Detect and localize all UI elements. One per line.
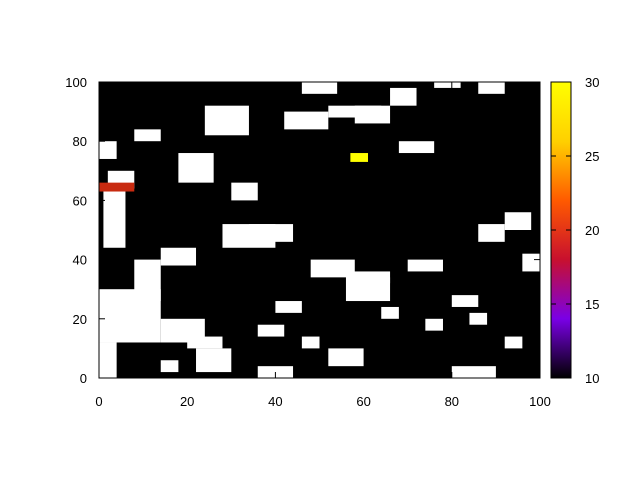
heatmap-cell-white-patch <box>478 224 505 242</box>
heatmap-cell-white-patch <box>504 336 523 349</box>
heatmap-cell-hot-spot-orange <box>99 182 135 192</box>
y-tick-label: 0 <box>80 371 87 386</box>
heatmap-cell-white-patch <box>522 253 540 272</box>
heatmap-cell-white-patch <box>301 336 320 349</box>
heatmap-cell-white-patch <box>328 348 364 367</box>
colorbar-tick-label: 10 <box>585 371 599 386</box>
heatmap-cell-white-patch <box>134 259 161 302</box>
heatmap-cell-white-patch <box>345 271 391 302</box>
heatmap-cell-white-patch <box>390 87 417 106</box>
heatmap-cell-white-patch <box>407 259 443 272</box>
heatmap-cell-white-patch <box>257 324 285 337</box>
heatmap-cell-white-patch <box>275 301 302 313</box>
x-tick-label: 40 <box>268 394 282 409</box>
x-tick-label: 60 <box>356 394 370 409</box>
heatmap-cell-white-patch <box>363 277 391 284</box>
x-tick-label: 0 <box>95 394 102 409</box>
y-tick-label: 40 <box>73 253 87 268</box>
colorbar: 10 15 20 25 30 <box>550 75 599 386</box>
heatmap-cell-white-patch <box>187 336 223 349</box>
y-axis: 0 20 40 60 80 100 <box>65 75 540 386</box>
heatmap-cell-white-patch <box>310 259 355 278</box>
heatmap-cell-white-patch <box>451 295 479 307</box>
x-tick-label: 80 <box>445 394 459 409</box>
plot-frame <box>98 81 541 379</box>
heatmap-cell-white-patch <box>301 82 338 94</box>
heatmap-cell-white-patch <box>103 188 126 248</box>
x-axis: 0 20 40 60 80 100 <box>95 82 551 409</box>
heatmap-cell-white-patch <box>398 141 435 154</box>
y-tick-label: 20 <box>73 312 87 327</box>
heatmap-cell-hot-spot-yellow <box>350 153 369 162</box>
y-tick-label: 100 <box>65 75 87 90</box>
heatmap-cell-white-patch <box>160 247 197 266</box>
heatmap-cell-white-patch <box>178 153 214 183</box>
heatmap-cell-white-patch <box>196 348 232 373</box>
x-tick-label: 100 <box>529 394 551 409</box>
heatmap-cell-white-patch <box>354 105 391 124</box>
heatmap-cell-white-patch <box>451 366 496 378</box>
heatmap-cell-white-patch <box>160 360 179 373</box>
heatmap-cell-white-patch <box>99 342 117 378</box>
colorbar-tick-label: 30 <box>585 75 599 90</box>
heatmap-cell-white-patch <box>284 111 329 130</box>
heatmap-cell-white-patch <box>134 129 161 142</box>
heatmap-cell-white-patch <box>469 312 488 325</box>
y-tick-label: 80 <box>73 134 87 149</box>
colorbar-tick-label: 25 <box>585 149 599 164</box>
heatmap-cell-white-patch <box>204 105 249 136</box>
heatmap-cell-white-patch <box>434 82 461 88</box>
heatmap-cell-white-patch <box>381 306 399 319</box>
heatmap-cell-white-patch <box>425 318 443 331</box>
heatmap-cell-white-patch <box>504 212 532 230</box>
heatmap-cell-white-patch <box>99 141 117 159</box>
y-tick-label: 60 <box>73 193 87 208</box>
heatmap-cell-white-patch <box>478 82 505 94</box>
colorbar-tick-label: 15 <box>585 297 599 312</box>
colorbar-tick-label: 20 <box>585 223 599 238</box>
plot-area <box>98 81 541 379</box>
x-tick-label: 20 <box>180 394 194 409</box>
heatmap-cell-white-patch <box>248 224 294 242</box>
heatmap-cell-white-patch <box>231 182 258 201</box>
